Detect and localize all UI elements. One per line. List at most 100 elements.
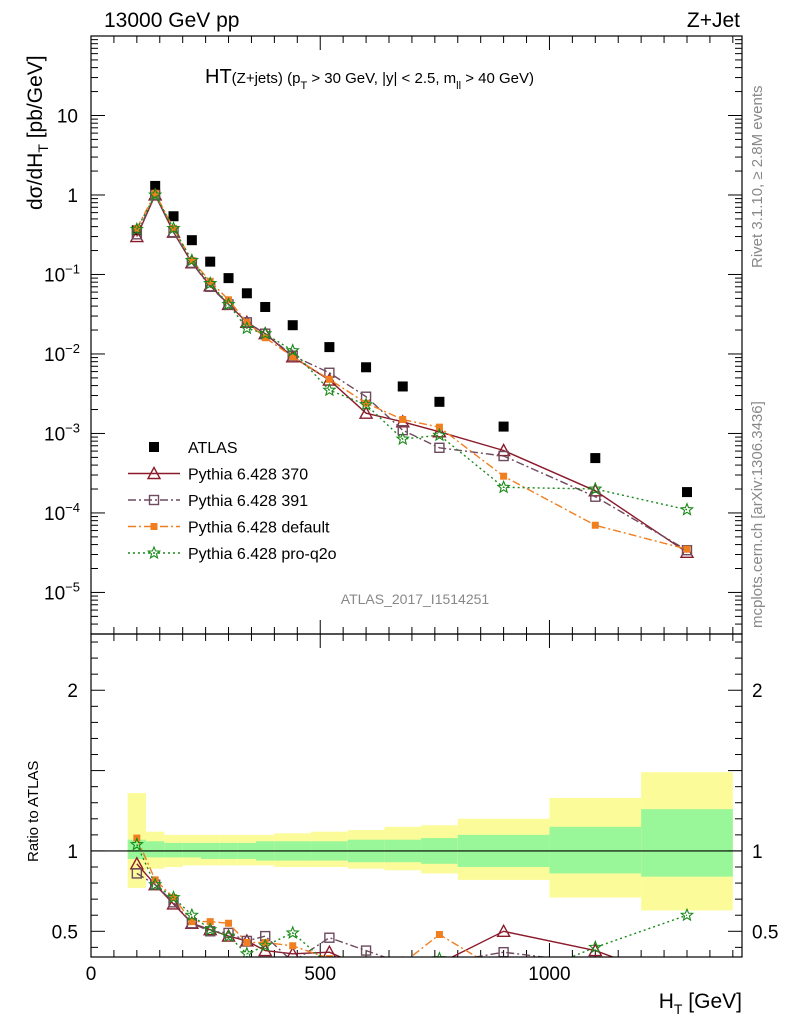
data-point [258, 938, 273, 952]
series-line [136, 193, 688, 511]
data-point [358, 397, 374, 411]
main-plot: 10 1 10−1 10−2 10−3 10−4 10−5 [44, 36, 742, 635]
data-point [131, 868, 143, 879]
data-point [498, 421, 509, 432]
uncertainty-band-inner [182, 842, 202, 858]
legend-label: Pythia 6.428 391 [188, 493, 308, 510]
data-point [432, 427, 447, 442]
data-point [184, 252, 200, 267]
ratio-y-label: Ratio to ATLAS [25, 761, 42, 862]
data-point [258, 326, 273, 340]
y-tick-label: 10−2 [44, 341, 80, 366]
data-point [285, 925, 300, 939]
uncertainty-band-inner [146, 841, 165, 858]
data-point [149, 442, 159, 452]
data-point [148, 187, 163, 202]
data-point [496, 923, 511, 937]
y-tick-label: 10 [57, 106, 78, 127]
data-point [287, 320, 298, 331]
data-point [241, 288, 252, 299]
data-point [223, 273, 234, 284]
rivet-label: Rivet 3.1.10, ≥ 2.8M events [749, 86, 766, 269]
data-point [588, 481, 603, 496]
data-point [168, 211, 179, 222]
data-point [500, 472, 508, 480]
data-point [679, 907, 695, 922]
data-point [239, 946, 255, 957]
data-point [260, 301, 271, 312]
x-tick-label: 1000 [528, 964, 570, 985]
legend-entry: Pythia 6.428 default [128, 520, 330, 537]
data-point [397, 381, 408, 392]
data-point [590, 453, 601, 464]
data-point [588, 939, 603, 954]
data-point [435, 423, 443, 431]
data-point [438, 955, 440, 957]
data-point [399, 960, 406, 967]
data-point [682, 980, 691, 989]
data-point [322, 382, 337, 397]
data-point [358, 405, 374, 419]
data-point [435, 931, 443, 939]
series-line [136, 193, 688, 551]
data-point [592, 986, 599, 993]
header-left: 13000 GeV pp [104, 9, 239, 32]
ratio-y-tick-label-right: 2 [752, 681, 763, 702]
data-point [683, 545, 691, 553]
data-point [679, 502, 695, 516]
ratio-line [136, 844, 688, 957]
uncertainty-band-inner [549, 826, 642, 874]
main-y-ticks: 10 1 10−1 10−2 10−3 10−4 10−5 [44, 36, 742, 635]
data-point [203, 922, 218, 936]
legend-entry: Pythia 6.428 391 [128, 493, 308, 510]
data-point [184, 907, 200, 922]
data-point [397, 424, 408, 436]
y-tick-label: 10−4 [44, 500, 80, 525]
data-point [129, 836, 144, 851]
legend-entry: ATLAS [149, 440, 238, 457]
legend-label: Pythia 6.428 370 [188, 467, 308, 484]
data-point [360, 945, 372, 956]
data-point [681, 487, 692, 498]
analysis-watermark: ATLAS_2017_I1514251 [341, 591, 490, 607]
data-point [402, 955, 404, 957]
data-point [362, 956, 370, 957]
data-point [286, 946, 299, 957]
main-y-label: dσ/dHT [pb/GeV] [24, 55, 51, 210]
data-point [206, 918, 214, 926]
data-point [397, 970, 408, 981]
data-point [683, 976, 690, 983]
data-point [261, 939, 269, 947]
ratio-line [136, 872, 549, 957]
data-point [221, 296, 236, 311]
data-point [239, 320, 255, 335]
main-title: HT(Z+jets) (pT > 30 GeV, |y| < 2.5, mll … [205, 66, 534, 92]
data-point [399, 415, 407, 423]
data-point [591, 521, 599, 529]
data-point [434, 396, 445, 407]
data-point [206, 277, 214, 285]
data-point [203, 275, 218, 290]
data-point [243, 939, 251, 947]
data-point [225, 919, 233, 927]
ratio-series-pythia-6-428-pro-q2o [129, 836, 695, 981]
data-point [324, 932, 335, 943]
data-point [365, 955, 367, 957]
data-point [432, 951, 447, 957]
data-point [289, 353, 297, 361]
data-point [395, 431, 410, 446]
data-point [151, 189, 159, 197]
header-right: Z+Jet [687, 9, 740, 32]
legend-label: ATLAS [188, 440, 238, 457]
data-point [148, 494, 160, 506]
data-point [591, 959, 600, 968]
legend-entry: Pythia 6.428 370 [128, 466, 308, 484]
data-point [146, 545, 162, 560]
data-point [186, 235, 197, 246]
ratio-frame [90, 633, 743, 958]
data-point [362, 399, 370, 407]
data-point [398, 959, 407, 968]
series-pythia-6-428-pro-q2o [129, 187, 695, 516]
ratio-line [136, 863, 615, 957]
